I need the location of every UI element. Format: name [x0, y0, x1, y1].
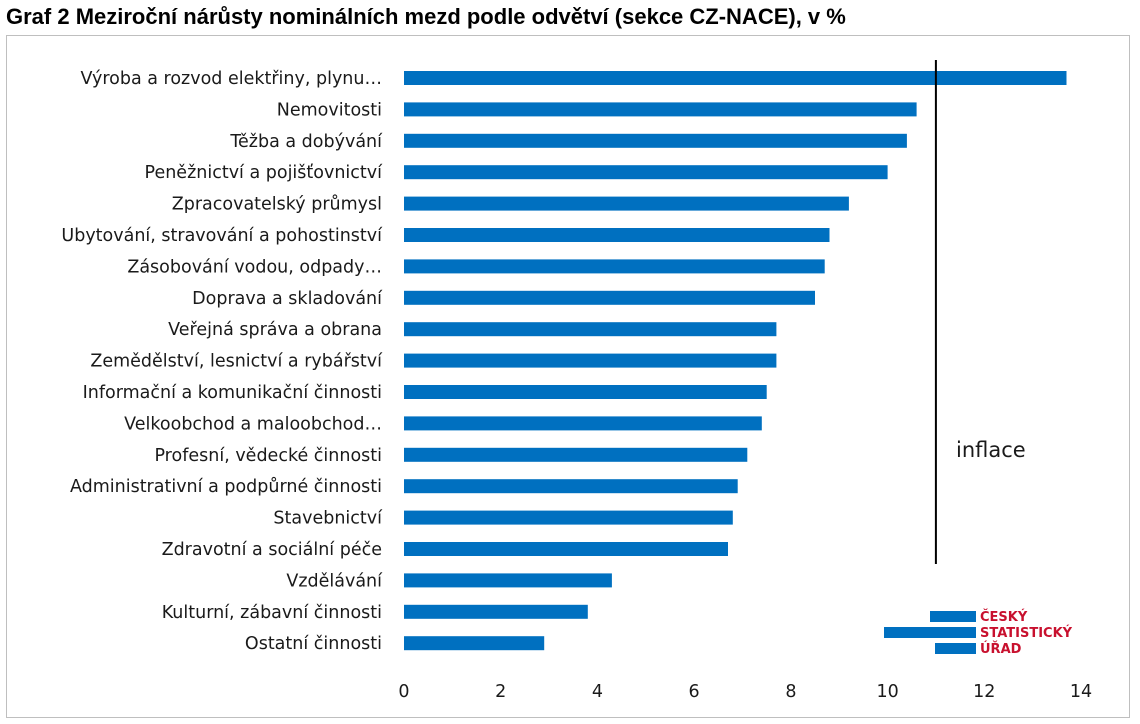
- category-label: Zemědělství, lesnictví a rybářství: [90, 352, 383, 372]
- bar: [404, 133, 907, 148]
- category-label: Zpracovatelský průmysl: [172, 195, 382, 215]
- category-label: Výroba a rozvod elektřiny, plynu…: [80, 69, 382, 89]
- category-label: Administrativní a podpůrné činnosti: [70, 477, 382, 497]
- category-label: Ostatní činnosti: [245, 634, 382, 654]
- x-tick-label: 6: [689, 682, 700, 702]
- category-label: Peněžnictví a pojišťovnictví: [145, 163, 384, 183]
- category-label: Stavebnictví: [273, 509, 383, 529]
- x-tick-label: 14: [1070, 682, 1092, 702]
- bar: [404, 385, 767, 399]
- chart-title: Graf 2 Meziroční nárůsty nominálních mez…: [6, 4, 846, 29]
- logo-bar: [930, 611, 976, 622]
- category-label: Nemovitosti: [277, 100, 382, 120]
- bar: [404, 228, 830, 242]
- inflation-label: inflace: [956, 438, 1026, 462]
- logo-bar: [884, 627, 976, 638]
- logo-text: ČESKÝ: [980, 609, 1028, 625]
- x-tick-label: 4: [592, 682, 603, 702]
- bar: [404, 573, 612, 588]
- category-label: Veřejná správa a obrana: [168, 320, 382, 340]
- bar: [404, 510, 733, 525]
- x-tick-label: 10: [876, 682, 898, 702]
- bar: [404, 196, 849, 211]
- bar: [404, 322, 777, 337]
- chart-frame: [6, 35, 1130, 718]
- category-label: Ubytování, stravování a pohostinství: [61, 226, 383, 246]
- logo-text: ÚŘAD: [980, 641, 1022, 657]
- category-label: Doprava a skladování: [192, 289, 383, 309]
- bar: [404, 102, 917, 117]
- bar: [404, 542, 728, 556]
- category-label: Zásobování vodou, odpady…: [127, 257, 382, 277]
- logo-text: STATISTICKÝ: [980, 625, 1073, 641]
- bar: [404, 479, 738, 494]
- bar: [404, 604, 588, 619]
- bar: [404, 447, 748, 462]
- category-label: Velkoobchod a maloobchod…: [124, 414, 382, 434]
- bar: [404, 290, 815, 305]
- category-label: Profesní, vědecké činnosti: [154, 446, 382, 466]
- bar: [404, 416, 762, 431]
- category-label: Těžba a dobývání: [229, 132, 383, 152]
- category-label: Informační a komunikační činnosti: [83, 383, 382, 403]
- bar: [404, 71, 1067, 85]
- x-tick-label: 12: [973, 682, 995, 702]
- x-tick-label: 0: [398, 682, 409, 702]
- x-tick-label: 8: [785, 682, 796, 702]
- category-label: Kulturní, zábavní činnosti: [162, 603, 382, 623]
- bar: [404, 353, 777, 368]
- bar: [404, 165, 888, 180]
- logo-bar: [935, 643, 976, 654]
- category-label: Zdravotní a sociální péče: [162, 540, 382, 560]
- bar: [404, 259, 825, 274]
- bar: [404, 636, 545, 651]
- category-label: Vzdělávání: [286, 571, 383, 591]
- x-tick-label: 2: [495, 682, 506, 702]
